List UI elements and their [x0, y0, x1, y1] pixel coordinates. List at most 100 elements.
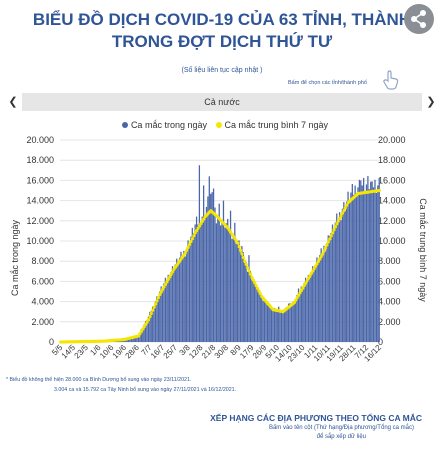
bar	[228, 230, 230, 342]
avg-point	[136, 334, 141, 338]
bar	[208, 176, 210, 342]
bar	[221, 220, 223, 342]
avg-point	[322, 249, 326, 253]
avg-point	[149, 311, 153, 316]
bar	[163, 283, 165, 342]
bar	[283, 310, 285, 342]
avg-point	[138, 332, 142, 336]
chevron-left-icon[interactable]: ❮	[8, 96, 18, 108]
bar	[190, 236, 192, 342]
avg-point	[312, 267, 316, 271]
bar	[327, 235, 329, 342]
bar	[157, 296, 159, 342]
avg-point	[243, 259, 247, 263]
avg-point	[148, 315, 152, 319]
bar	[218, 203, 220, 342]
y-tick-label-right: 2.000	[378, 317, 401, 327]
bar	[171, 266, 174, 342]
bar	[285, 307, 287, 342]
avg-point	[155, 299, 159, 303]
avg-point	[170, 270, 175, 274]
bar	[183, 250, 185, 342]
avg-point	[166, 277, 170, 281]
bar	[272, 309, 274, 342]
bar	[336, 213, 338, 342]
avg-point	[295, 296, 299, 300]
bar	[159, 291, 161, 342]
avg-point	[186, 245, 190, 249]
avg-point	[339, 214, 343, 218]
chart-title-line1: BIỂU ĐỒ DỊCH COVID-19 CỦA 63 TỈNH, THÀNH	[32, 10, 412, 29]
avg-point	[258, 292, 262, 296]
bar	[287, 303, 290, 342]
y-tick-label-left: 12.000	[26, 216, 54, 226]
avg-point	[377, 188, 381, 193]
bar	[241, 246, 243, 342]
bar	[210, 193, 212, 342]
bar	[343, 202, 345, 342]
bar	[295, 299, 297, 342]
province-selector[interactable]: ❮ Cả nước ❯	[6, 93, 438, 111]
y-tick-label-left: 10.000	[26, 236, 54, 246]
avg-point	[309, 271, 313, 276]
footnote-line1: * Biểu đồ không thể hiện 28.000 ca Bình …	[6, 377, 192, 383]
bar	[161, 288, 164, 342]
bar	[180, 251, 182, 342]
legend-swatch-avg	[215, 122, 222, 128]
bar	[143, 324, 145, 342]
avg-point	[305, 279, 309, 283]
avg-point	[237, 245, 241, 249]
bar	[357, 187, 359, 342]
bar	[307, 274, 310, 342]
bar	[275, 311, 277, 342]
bar	[137, 335, 140, 342]
bar	[227, 218, 229, 342]
avg-point	[151, 308, 155, 312]
bar	[303, 283, 305, 342]
avg-point	[304, 281, 308, 285]
avg-point	[246, 266, 250, 270]
bar	[319, 255, 321, 342]
avg-point	[302, 284, 306, 288]
bar	[261, 295, 263, 342]
ranking-title[interactable]: XẾP HẠNG CÁC ĐỊA PHƯƠNG THEO TỔNG CA MẮC	[210, 413, 422, 423]
share-icon[interactable]	[404, 4, 434, 34]
bar	[130, 337, 133, 342]
bar	[266, 304, 268, 342]
bar	[278, 306, 280, 342]
bar	[173, 269, 175, 342]
avg-point	[257, 289, 261, 293]
avg-point	[199, 222, 203, 226]
bar	[320, 248, 322, 342]
bar	[187, 240, 189, 342]
bar	[329, 235, 331, 342]
bar	[340, 220, 342, 342]
avg-point	[330, 231, 335, 235]
y-tick-label-right: 18.000	[378, 155, 406, 165]
bar	[204, 217, 206, 342]
bar	[215, 223, 218, 342]
avg-point	[255, 286, 260, 290]
bar	[293, 304, 295, 342]
footnote-line2: 3.004 ca và 15.792 ca Tây Ninh bổ sung v…	[54, 387, 237, 393]
avg-point	[244, 262, 248, 267]
avg-point	[190, 237, 194, 241]
chevron-right-icon[interactable]: ❯	[426, 96, 436, 108]
avg-point	[202, 217, 206, 221]
bar	[269, 304, 271, 342]
bar	[262, 300, 264, 342]
chart-title-line2: TRONG ĐỢT DỊCH THỨ TƯ	[111, 32, 333, 51]
bar	[317, 261, 319, 342]
avg-point	[311, 269, 315, 273]
bar	[194, 224, 196, 342]
avg-point	[146, 318, 151, 322]
bar	[154, 301, 157, 342]
avg-point	[236, 241, 240, 245]
bar	[276, 309, 278, 342]
y-tick-label-right: 16.000	[378, 175, 406, 185]
bar	[140, 329, 142, 342]
bar	[282, 313, 284, 342]
bar	[347, 191, 349, 342]
bar	[212, 188, 215, 342]
province-select-value[interactable]: Cả nước	[22, 93, 422, 111]
